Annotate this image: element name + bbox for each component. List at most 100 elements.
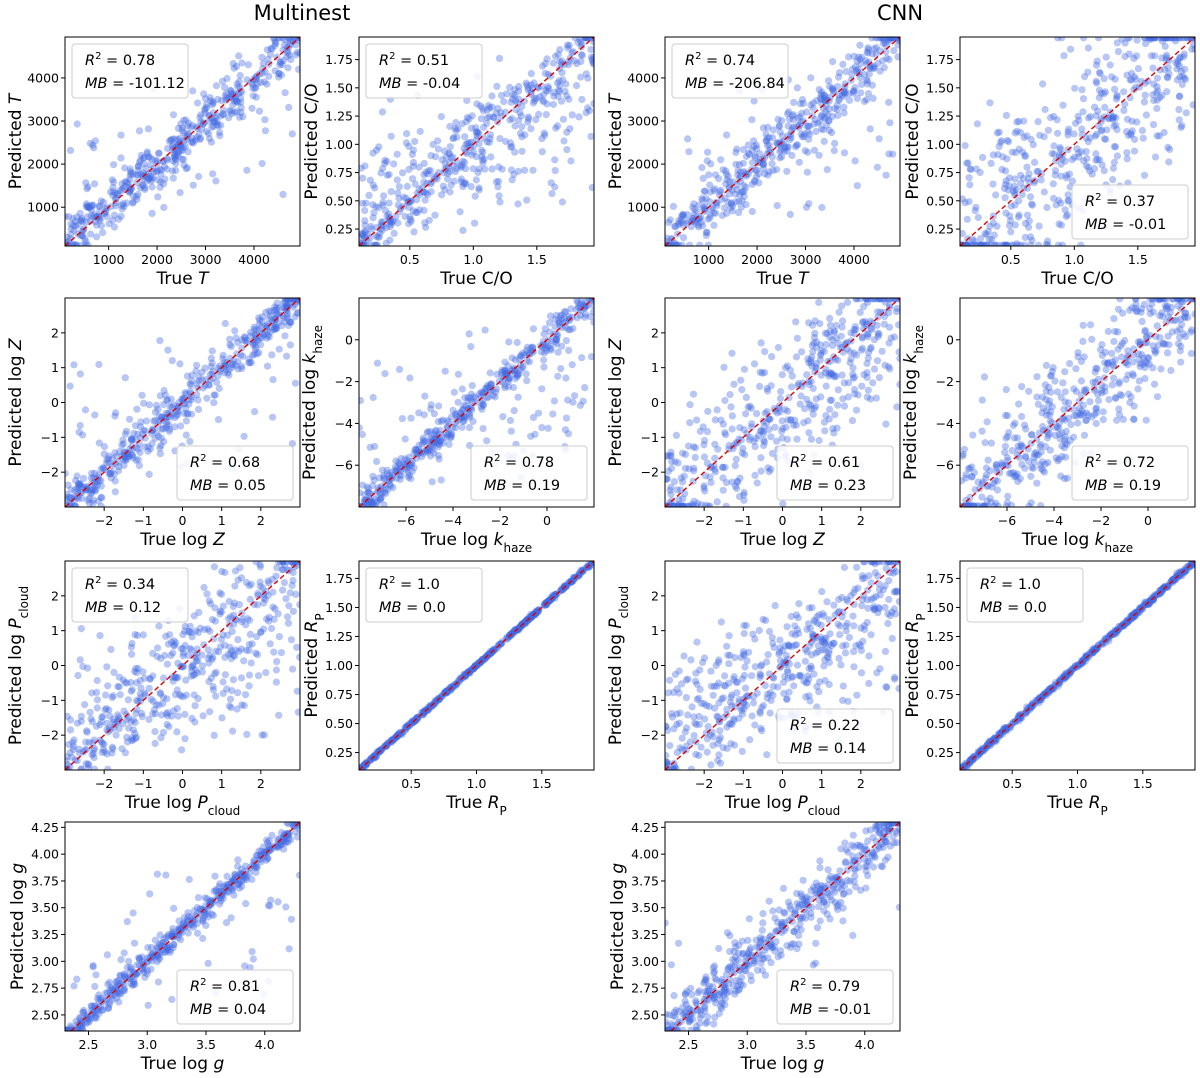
data-point <box>667 448 675 456</box>
data-point <box>194 405 203 413</box>
data-point <box>256 578 264 586</box>
data-point <box>812 359 820 368</box>
data-point <box>875 374 884 382</box>
data-point <box>1011 175 1019 183</box>
data-point <box>293 643 300 651</box>
data-point <box>734 478 742 486</box>
data-point <box>847 329 855 337</box>
data-point <box>273 310 281 318</box>
data-point <box>530 95 539 103</box>
data-point <box>818 88 826 96</box>
data-point <box>543 100 551 108</box>
x-tick-label: 2000 <box>141 252 173 267</box>
data-point <box>798 348 806 356</box>
data-point <box>1163 88 1171 96</box>
data-point <box>1133 118 1141 126</box>
data-point <box>968 473 976 481</box>
data-point <box>66 382 74 390</box>
data-point <box>1042 427 1051 436</box>
data-point <box>1015 117 1023 125</box>
data-point <box>1134 350 1142 358</box>
data-point <box>826 93 834 101</box>
data-point <box>1156 334 1164 342</box>
data-point <box>159 425 167 433</box>
data-point <box>745 150 753 159</box>
data-point <box>1159 37 1167 42</box>
data-point <box>76 209 84 217</box>
data-point <box>1156 298 1164 303</box>
data-point <box>134 664 142 673</box>
data-point <box>463 139 472 147</box>
data-point <box>511 356 519 364</box>
data-point <box>157 654 165 663</box>
data-point <box>540 129 548 137</box>
data-point <box>740 488 748 497</box>
data-point <box>284 298 292 303</box>
data-point <box>543 55 551 63</box>
data-point <box>861 318 870 326</box>
data-point <box>370 476 378 484</box>
data-point <box>725 183 734 191</box>
data-point <box>69 214 77 223</box>
data-point <box>165 427 173 435</box>
data-point <box>284 49 292 57</box>
data-point <box>71 487 79 495</box>
data-point <box>864 330 872 338</box>
data-point <box>133 705 141 713</box>
data-point <box>888 37 896 42</box>
data-point <box>815 298 823 307</box>
data-point <box>994 151 1002 159</box>
data-point <box>136 423 144 431</box>
data-point <box>1040 133 1048 141</box>
data-point <box>133 679 141 687</box>
data-point <box>141 185 149 193</box>
data-point <box>127 687 135 695</box>
data-point <box>82 203 90 211</box>
data-point <box>857 60 865 68</box>
data-point <box>1141 37 1149 42</box>
r2-value: R2 = 0.72 <box>1085 453 1155 471</box>
data-point <box>156 183 164 191</box>
data-point <box>1015 453 1024 462</box>
data-point <box>132 696 140 705</box>
data-point <box>834 401 842 409</box>
data-point <box>370 209 378 217</box>
data-point <box>65 237 73 245</box>
data-point <box>590 308 594 316</box>
data-point <box>873 321 881 329</box>
data-point <box>885 56 893 64</box>
data-point <box>368 225 376 233</box>
data-point <box>73 757 81 765</box>
data-point <box>787 383 796 391</box>
data-point <box>681 464 690 472</box>
data-point <box>111 189 120 197</box>
data-point <box>442 153 450 161</box>
data-point <box>768 449 777 457</box>
data-point <box>587 45 594 54</box>
data-point <box>465 424 474 432</box>
data-point <box>429 140 437 149</box>
data-point <box>235 647 243 656</box>
data-point <box>211 617 219 625</box>
data-point <box>464 394 472 402</box>
data-point <box>1003 453 1012 462</box>
data-point <box>1056 144 1064 152</box>
data-point <box>472 136 480 144</box>
data-point <box>252 75 261 83</box>
data-point <box>1108 73 1116 81</box>
data-point <box>804 355 812 363</box>
data-point <box>692 502 701 507</box>
data-point <box>1118 392 1126 400</box>
data-point <box>1187 328 1195 336</box>
data-point <box>1061 475 1069 483</box>
data-point <box>742 410 750 418</box>
data-point <box>978 427 986 435</box>
data-point <box>82 745 91 754</box>
data-point <box>148 426 156 435</box>
data-point <box>219 602 227 610</box>
data-point <box>214 122 222 130</box>
data-point <box>383 470 391 478</box>
data-point <box>1123 149 1131 157</box>
data-point <box>221 319 229 328</box>
